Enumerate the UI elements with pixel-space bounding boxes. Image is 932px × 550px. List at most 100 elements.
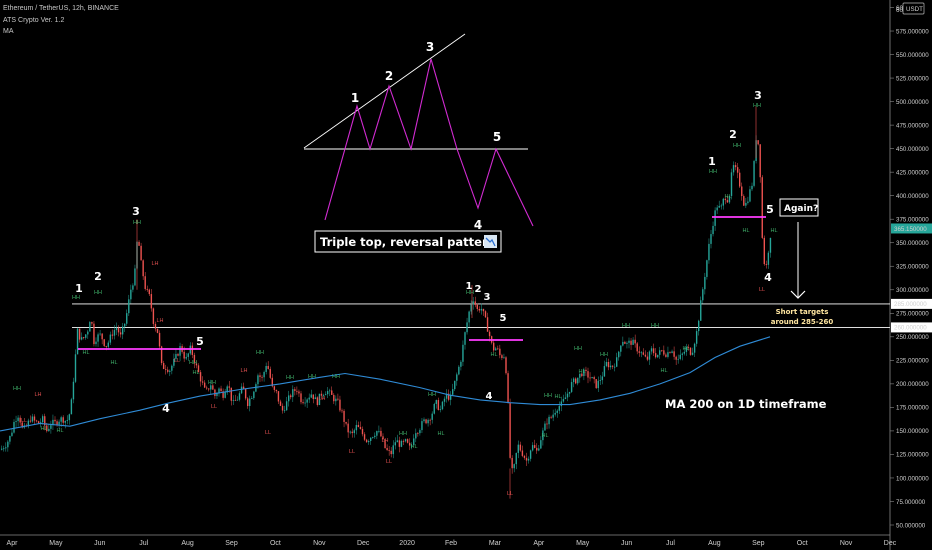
currency-badge-label: USDT — [906, 6, 923, 13]
symbol-title[interactable]: Ethereum / TetherUS, 12h, BINANCE — [3, 5, 119, 12]
swing-tag-ll: LL — [386, 459, 392, 465]
swing-tag-ll: LL — [349, 449, 355, 455]
swing-tag-hh: HH — [332, 374, 340, 380]
time-axis[interactable]: Apr May Jun Jul Aug Sep Oct Nov Dec 2020 Feb Mar Apr… — [0, 534, 897, 547]
price-tick-label: 125.000000 — [896, 452, 929, 459]
swing-tag-hh: HH — [544, 393, 552, 399]
wave1-number-2: 2 — [94, 270, 102, 283]
price-tick-label: 525.000000 — [896, 75, 929, 82]
swing-tag-hh: HH — [733, 143, 741, 149]
swing-tag-hh: HH — [709, 169, 717, 175]
support-levels[interactable]: 285.000000 260.000000 — [72, 298, 932, 333]
again-callout[interactable]: Again? — [779, 198, 819, 299]
candles[interactable] — [1, 106, 772, 499]
swing-tag-hh: HH — [189, 360, 197, 366]
swing-tag-hl: HL — [682, 346, 689, 352]
price-tick-label: 300.000000 — [896, 287, 929, 294]
price-tick-label: 400.000000 — [896, 193, 929, 200]
price-tick-label: 200.000000 — [896, 381, 929, 388]
wave2-number-1: 1 — [466, 281, 473, 292]
swing-tag-hh: HH — [94, 290, 102, 296]
triple-top-schematic[interactable]: 1 2 3 4 5 — [303, 33, 534, 232]
indicator-ma-label[interactable]: MA — [3, 28, 14, 35]
pattern-label-box[interactable]: Triple top, reversal pattern 📉 — [0, 0, 502, 253]
time-tick-label: May — [576, 540, 590, 547]
ma-200-line[interactable] — [0, 336, 771, 432]
price-tick-label: 175.000000 — [896, 405, 929, 412]
swing-tag-hl: HL — [660, 368, 667, 374]
time-tick-label: Nov — [313, 540, 326, 547]
short-targets-line1: Short targets — [776, 308, 829, 316]
price-tick-label: 450.000000 — [896, 146, 929, 153]
wave1-number-3: 3 — [132, 205, 140, 218]
swing-tag-hl: HL — [437, 431, 444, 437]
swing-tag-hl: HL — [192, 370, 199, 376]
level-price-label: 260.000000 — [894, 325, 927, 332]
wave1-number-5: 5 — [196, 335, 204, 348]
time-tick-label: Oct — [797, 540, 808, 547]
time-tick-label: Feb — [445, 540, 457, 547]
swing-tag-lh: LH — [34, 392, 41, 398]
wave2-number-3: 3 — [484, 292, 491, 303]
time-tick-label: Oct — [270, 540, 281, 547]
time-tick-label: Nov — [840, 540, 853, 547]
swing-tag-hh: HH — [399, 431, 407, 437]
swing-tag-hl: HL — [40, 426, 47, 432]
wave2-numbers: 1 23 4 5 — [466, 281, 507, 402]
time-tick-label: Apr — [533, 540, 545, 547]
swing-tag-hh: HH — [13, 386, 21, 392]
swing-tag-lh: LH — [156, 318, 163, 324]
price-tick-label: 325.000000 — [896, 264, 929, 271]
indicator-ats-label[interactable]: ATS Crypto Ver. 1.2 — [3, 17, 65, 24]
swing-tag-hl: HL — [410, 444, 417, 450]
wave3-number-3: 3 — [754, 89, 762, 102]
time-tick-label: Aug — [708, 540, 721, 547]
swing-tag-hh: HH — [600, 352, 608, 358]
swing-tag-ll: LL — [211, 404, 217, 410]
swing-tag-ll: LL — [21, 418, 27, 424]
wave-necklines[interactable] — [78, 216, 766, 350]
schematic-number-3: 3 — [426, 40, 434, 54]
price-tick-label: 50.000000 — [896, 522, 926, 529]
price-tick-label: 575.000000 — [896, 28, 929, 35]
price-tick-label: 475.000000 — [896, 122, 929, 129]
price-axis[interactable]: 50.000000 75.000000 100.000000 125.000000 15… — [889, 0, 929, 550]
price-tick-label: 275.000000 — [896, 311, 929, 318]
swing-tag-hl: HL — [724, 194, 731, 200]
time-tick-label: Sep — [752, 540, 765, 547]
time-tick-label: Apr — [7, 540, 19, 547]
price-tick-label: 550.000000 — [896, 52, 929, 59]
swing-tag-hh: HH — [256, 350, 264, 356]
swing-tag-hh: HH — [428, 392, 436, 398]
swing-tag-hh: HH — [622, 323, 630, 329]
price-tick-label: 375.000000 — [896, 217, 929, 224]
swing-tag-hh: HH — [133, 220, 141, 226]
wave3-number-1: 1 — [708, 155, 716, 168]
swing-tag-lh: LH — [240, 368, 247, 374]
price-tick-label: 225.000000 — [896, 358, 929, 365]
currency-badge[interactable]: USDT — [902, 2, 925, 15]
wave3-number-2: 2 — [729, 128, 737, 141]
current-price-badge[interactable]: 365.150000 — [891, 223, 932, 234]
time-tick-label: May — [49, 540, 63, 547]
price-tick-label: 250.000000 — [896, 334, 929, 341]
time-tick-label: Jun — [94, 540, 105, 547]
swing-tag-hh: HH — [308, 374, 316, 380]
schematic-number-5: 5 — [493, 130, 501, 144]
swing-tag-hl: HL — [56, 428, 63, 434]
swing-tag-hh: HH — [208, 380, 216, 386]
time-tick-label: Dec — [884, 540, 897, 547]
wave2-number-2: 2 — [475, 284, 482, 295]
wave1-number-4: 4 — [162, 402, 170, 415]
wave3-number-5: 5 — [766, 203, 774, 216]
swing-tag-lh: LH — [381, 438, 388, 444]
time-tick-label: Jul — [139, 540, 148, 547]
wave3-number-4: 4 — [764, 271, 772, 284]
schematic-number-4: 4 — [474, 218, 482, 232]
current-price-label: 365.150000 — [894, 226, 927, 233]
swing-tag-hl: HL — [490, 352, 497, 358]
swing-tag-lh: LH — [318, 396, 325, 402]
price-tick-label: 150.000000 — [896, 428, 929, 435]
